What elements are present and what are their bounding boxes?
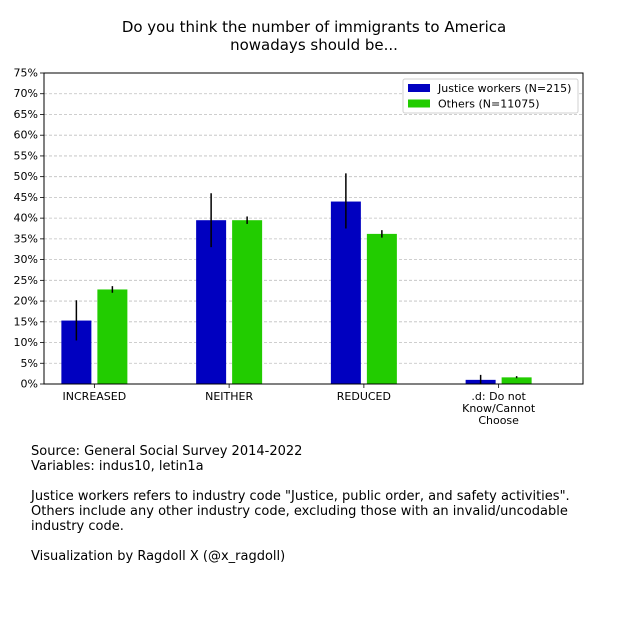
others-note: Others include any other industry code, … (31, 504, 572, 534)
bar (97, 289, 128, 384)
x-tick-label: REDUCED (337, 390, 391, 403)
y-tick-label: 15% (14, 315, 38, 328)
y-tick-label: 30% (14, 253, 38, 266)
legend-swatch (408, 99, 430, 108)
x-tick-label: INCREASED (63, 390, 127, 403)
y-tick-label: 25% (14, 274, 38, 287)
chart-title: Do you think the number of immigrants to… (0, 18, 628, 54)
x-tick-label: NEITHER (205, 390, 253, 403)
chart-title-line-1: Do you think the number of immigrants to… (121, 18, 507, 36)
legend-box (402, 78, 579, 114)
y-tick-label: 70% (14, 87, 38, 100)
y-tick-label: 10% (14, 336, 38, 349)
bar (330, 201, 361, 384)
x-tick-label: .d: Do not (471, 390, 526, 403)
plot-frame (43, 72, 584, 385)
y-tick-label: 45% (14, 191, 38, 204)
footnote: Source: General Social Survey 2014-2022 … (31, 444, 621, 564)
y-tick-label: 75% (14, 67, 38, 80)
y-tick-label: 20% (14, 295, 38, 308)
x-tick-label: Know/Cannot (462, 402, 536, 415)
x-tick-label: Choose (478, 414, 519, 427)
y-tick-label: 35% (14, 232, 38, 245)
bar (232, 220, 263, 384)
y-tick-label: 55% (14, 149, 38, 162)
chart-title-line-2: nowadays should be... (230, 36, 398, 54)
bar (196, 220, 227, 384)
y-tick-label: 40% (14, 212, 38, 225)
legend-swatch (408, 84, 430, 92)
bar-chart: 0% 5% 10% 15% 20% 25% 30% 35% 40% 45% 50% 55% 60% 65%… (14, 67, 584, 427)
bar (501, 377, 532, 384)
y-tick-label: 60% (14, 129, 38, 142)
credit-note: Visualization by Ragdoll X (@x_ragdoll) (31, 549, 286, 564)
y-tick-label: 65% (14, 108, 38, 121)
legend-label: Others (N=11075) (438, 98, 539, 111)
bar (366, 233, 397, 384)
variables-note: Variables: indus10, letin1a (31, 459, 204, 474)
legend-label: Justice workers (N=215) (437, 82, 571, 95)
justice-workers-note: Justice workers refers to industry code … (31, 489, 570, 504)
y-tick-label: 50% (14, 170, 38, 183)
y-tick-label: 5% (21, 357, 38, 370)
source-note: Source: General Social Survey 2014-2022 (31, 444, 303, 459)
y-tick-label: 0% (21, 378, 38, 391)
